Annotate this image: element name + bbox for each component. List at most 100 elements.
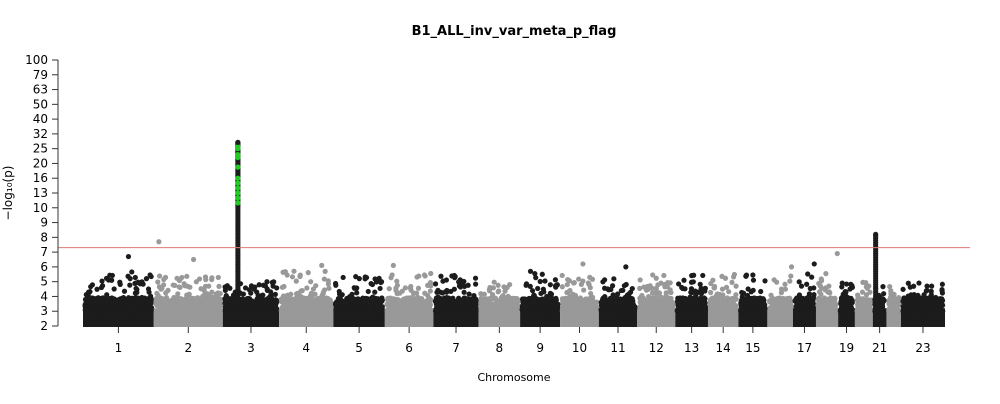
snp-point <box>527 283 533 289</box>
snp-point <box>155 279 161 285</box>
snp-point <box>599 306 605 312</box>
snp-point <box>496 288 502 294</box>
snp-point <box>602 293 608 300</box>
snp-point <box>478 302 484 308</box>
snp-point <box>449 308 455 314</box>
snp-point <box>139 279 145 285</box>
snp-point <box>532 271 538 277</box>
snp-point <box>534 303 540 310</box>
snp-point <box>711 285 717 291</box>
snp-point <box>731 271 738 278</box>
snp-point <box>394 308 400 314</box>
snp-point <box>279 284 286 290</box>
snp-point <box>758 288 764 295</box>
snp-point <box>169 308 176 314</box>
snp-point <box>566 288 572 295</box>
snp-point <box>563 306 570 313</box>
snp-point <box>83 308 89 314</box>
snp-point <box>461 289 467 295</box>
snp-point <box>87 289 93 295</box>
snp-point <box>588 299 594 305</box>
peak-snp-point <box>834 250 840 257</box>
snp-point <box>336 304 342 310</box>
snp-point <box>832 304 838 310</box>
snp-point <box>585 280 591 286</box>
snp-point <box>881 291 887 297</box>
snp-point <box>270 283 276 289</box>
snp-point <box>114 299 120 305</box>
chart-title: B1_ALL_inv_var_meta_p_flag <box>412 24 617 39</box>
snp-point <box>481 291 487 297</box>
snp-point <box>520 308 526 314</box>
snp-point <box>484 296 490 302</box>
snp-point <box>658 294 664 300</box>
snp-point <box>336 291 343 297</box>
snp-point <box>260 292 266 298</box>
snp-point <box>498 295 504 301</box>
snp-point <box>846 308 852 314</box>
snp-point <box>215 274 221 281</box>
snp-point <box>842 288 848 295</box>
snp-point <box>698 291 704 297</box>
snp-point <box>333 282 339 288</box>
snp-point <box>701 305 707 311</box>
chromosome-5 <box>332 274 385 327</box>
snp-point <box>127 303 133 309</box>
snp-point <box>320 291 326 297</box>
snp-point <box>739 296 745 302</box>
snp-point <box>807 305 813 311</box>
snp-point <box>108 306 114 313</box>
snp-point <box>803 297 809 303</box>
snp-point <box>164 299 171 305</box>
snp-point <box>855 292 861 298</box>
snp-point <box>719 286 726 292</box>
snp-point <box>342 304 348 310</box>
snp-point <box>288 291 294 297</box>
snp-point <box>457 284 464 290</box>
snp-point <box>327 297 333 303</box>
snp-point <box>730 301 736 308</box>
chromosome-20 <box>854 279 874 327</box>
snp-point <box>843 296 849 302</box>
snp-point <box>93 307 99 313</box>
peak-snp-point <box>125 253 132 260</box>
snp-point <box>203 277 209 283</box>
snp-point <box>94 286 100 292</box>
points-layer <box>82 139 946 327</box>
snp-point <box>169 298 175 305</box>
snp-point <box>700 286 706 293</box>
snp-point <box>839 284 845 290</box>
snp-point <box>244 305 250 311</box>
snp-point <box>255 292 261 299</box>
snp-point <box>793 296 799 302</box>
snp-point <box>322 268 328 274</box>
snp-point <box>141 302 147 308</box>
snp-point <box>407 285 413 291</box>
highlighted-snp-point <box>235 200 241 206</box>
snp-point <box>638 296 644 302</box>
snp-point <box>308 279 314 285</box>
snp-point <box>191 303 197 309</box>
snp-point <box>581 287 587 293</box>
snp-point <box>490 307 497 313</box>
snp-point <box>502 288 508 294</box>
chromosome-14 <box>707 271 739 327</box>
snp-point <box>742 303 748 309</box>
snp-point <box>388 308 395 314</box>
snp-point <box>507 308 513 314</box>
snp-point <box>109 277 115 283</box>
snp-point <box>690 279 696 285</box>
snp-point <box>231 293 237 299</box>
snp-point <box>209 276 215 283</box>
snp-point <box>282 304 288 310</box>
snp-point <box>491 279 497 285</box>
snp-point <box>372 289 378 295</box>
snp-point <box>389 272 395 278</box>
snp-point <box>805 271 811 277</box>
snp-point <box>326 306 333 312</box>
snp-point <box>161 282 167 288</box>
snp-point <box>708 289 714 296</box>
snp-point <box>456 279 462 285</box>
snp-point <box>810 301 816 307</box>
